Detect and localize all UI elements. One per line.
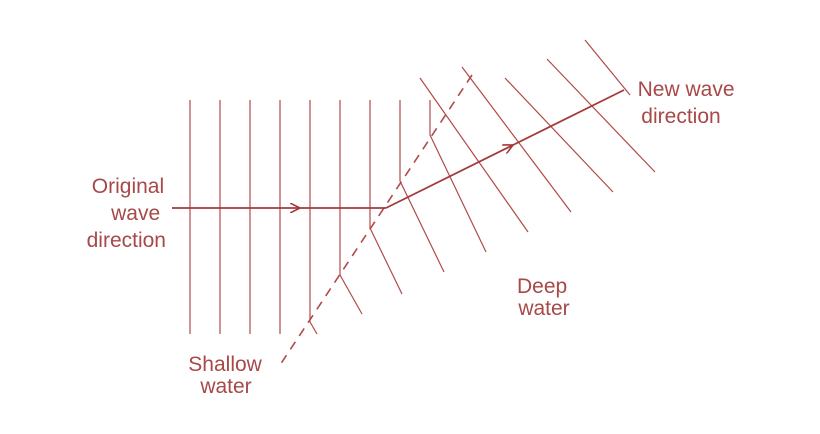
wave-crest-refracted [429,134,487,253]
label-new-direction: New wave direction [638,78,741,128]
depth-boundary-line [279,74,473,366]
label-deep-water: Deep water [517,275,573,320]
wave-crest-refracted [369,227,403,295]
wave-crest-refracted [399,180,445,273]
wave-crest-refracted [584,39,631,96]
wave-crest-refracted [461,66,572,213]
wave-crest-refracted [339,274,363,315]
new-direction-arrow [385,145,513,209]
label-original-direction: Original wave direction [87,175,170,252]
new-direction-ray [510,89,625,147]
original-wave-crests [189,100,431,334]
refracted-wave-crests [309,39,656,335]
wave-crest-refracted [504,77,614,193]
wave-crest-refracted [309,321,318,335]
wave-crest-refracted [419,77,529,233]
wave-crest-refracted [546,58,656,173]
label-shallow-water: Shallow water [188,353,267,398]
